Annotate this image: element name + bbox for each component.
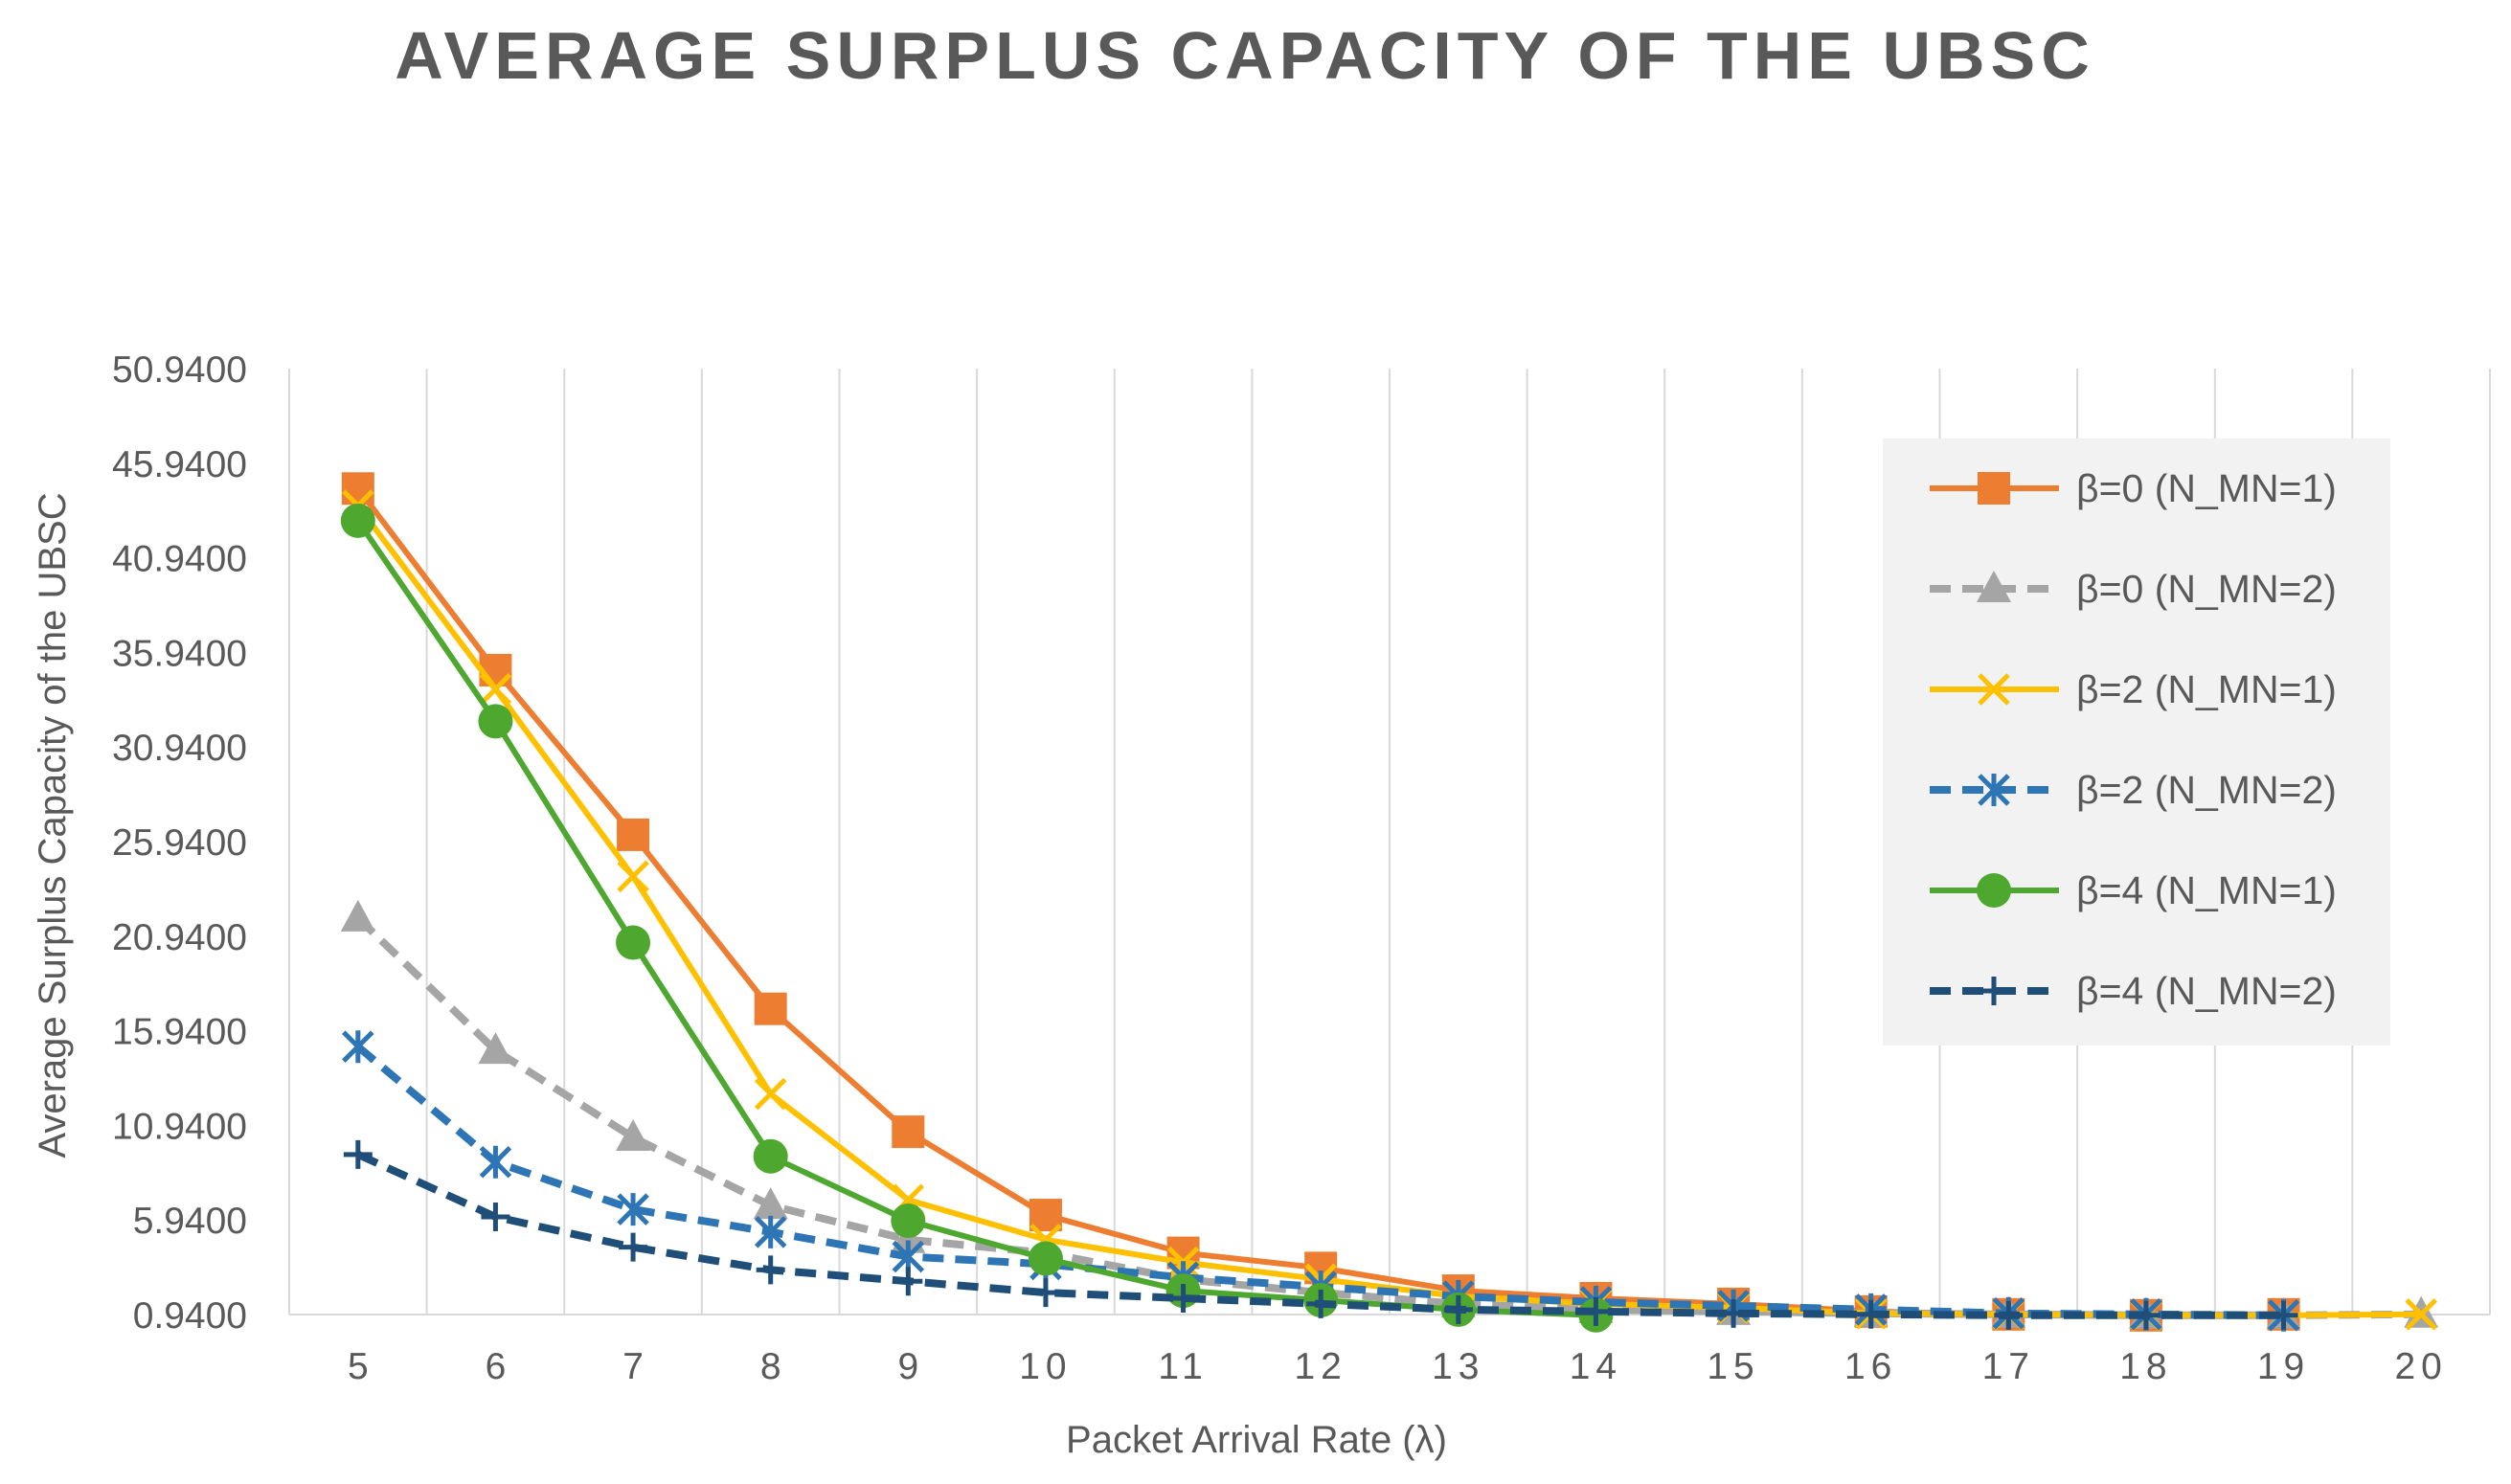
legend-item: β=0 (N_MN=2) bbox=[1930, 567, 2337, 611]
y-tick-label: 25.9400 bbox=[112, 822, 247, 864]
y-axis-label: Average Surplus Capacity of the UBSC bbox=[32, 492, 74, 1158]
legend-item: β=2 (N_MN=1) bbox=[1930, 667, 2337, 711]
legend-label: β=2 (N_MN=1) bbox=[2076, 667, 2337, 711]
y-tick-label: 5.9400 bbox=[133, 1201, 247, 1242]
y-tick-label: 20.9400 bbox=[112, 917, 247, 958]
x-tick-label: 14 bbox=[1570, 1346, 1622, 1387]
x-tick-label: 10 bbox=[1019, 1346, 1072, 1387]
data-point bbox=[2405, 1298, 2437, 1331]
legend-item: β=2 (N_MN=2) bbox=[1930, 768, 2337, 812]
data-point bbox=[342, 1030, 374, 1064]
y-tick-label: 40.9400 bbox=[112, 539, 247, 580]
x-tick-label: 19 bbox=[2257, 1346, 2310, 1387]
data-point bbox=[754, 1215, 787, 1248]
x-tick-label: 15 bbox=[1707, 1346, 1759, 1387]
series-line bbox=[355, 914, 2422, 1319]
y-tick-label: 30.9400 bbox=[112, 728, 247, 769]
x-tick-label: 20 bbox=[2394, 1346, 2447, 1387]
legend-items: β=0 (N_MN=1) β=0 (N_MN=2) β=2 (N_MN=1) β=2 … bbox=[1930, 466, 2337, 1013]
legend-label: β=0 (N_MN=1) bbox=[2076, 466, 2337, 510]
data-point bbox=[341, 472, 374, 506]
x-axis-ticks: 5 6 7 8 9 10 11 12 13 14 15 16 17 18 19 20 bbox=[348, 1346, 2447, 1387]
data-point bbox=[894, 1267, 923, 1296]
data-point bbox=[1168, 1284, 1198, 1314]
legend-label: β=4 (N_MN=2) bbox=[2076, 969, 2337, 1013]
data-point bbox=[1306, 1289, 1336, 1318]
data-point bbox=[753, 1187, 788, 1220]
legend-background bbox=[1883, 438, 2390, 1046]
legend-marker bbox=[1978, 673, 2010, 706]
x-tick-label: 17 bbox=[1982, 1346, 2035, 1387]
data-point bbox=[616, 925, 651, 960]
data-point bbox=[479, 1145, 512, 1179]
data-point bbox=[617, 860, 649, 893]
y-tick-label: 15.9400 bbox=[112, 1012, 247, 1053]
legend-marker bbox=[1977, 571, 2011, 602]
x-tick-label: 7 bbox=[622, 1346, 644, 1387]
legend-item: β=4 (N_MN=2) bbox=[1930, 969, 2337, 1013]
data-point bbox=[754, 992, 787, 1025]
data-point bbox=[479, 672, 512, 706]
y-tick-label: 50.9400 bbox=[112, 349, 247, 391]
data-point bbox=[1581, 1296, 1611, 1326]
y-tick-label: 45.9400 bbox=[112, 444, 247, 485]
data-point bbox=[340, 503, 375, 538]
legend-marker bbox=[1977, 873, 2011, 908]
x-tick-label: 6 bbox=[486, 1346, 507, 1387]
x-tick-label: 13 bbox=[1432, 1346, 1484, 1387]
data-point bbox=[478, 1032, 513, 1065]
y-tick-label: 0.9400 bbox=[133, 1295, 247, 1337]
data-point bbox=[1443, 1294, 1473, 1324]
x-tick-label: 16 bbox=[1844, 1346, 1897, 1387]
data-point bbox=[1994, 1300, 2024, 1330]
data-point bbox=[340, 899, 375, 932]
series-6 bbox=[343, 1139, 2298, 1330]
y-tick-label: 35.9400 bbox=[112, 633, 247, 674]
data-point bbox=[617, 1193, 649, 1226]
data-point bbox=[1028, 1241, 1063, 1276]
x-tick-label: 9 bbox=[897, 1346, 918, 1387]
legend-marker bbox=[1979, 977, 2008, 1005]
x-tick-label: 8 bbox=[760, 1346, 781, 1387]
data-point bbox=[616, 1119, 651, 1152]
legend-label: β=2 (N_MN=2) bbox=[2076, 768, 2337, 812]
data-point bbox=[1030, 1278, 1060, 1308]
data-point bbox=[891, 1203, 926, 1238]
legend-marker bbox=[1978, 472, 2010, 505]
legend-item: β=0 (N_MN=1) bbox=[1930, 466, 2337, 510]
x-tick-label: 11 bbox=[1158, 1346, 1209, 1387]
y-tick-label: 10.9400 bbox=[112, 1106, 247, 1147]
x-axis-label: Packet Arrival Rate (λ) bbox=[1066, 1419, 1447, 1461]
data-point bbox=[343, 1139, 373, 1169]
data-point bbox=[1856, 1299, 1886, 1329]
data-point bbox=[619, 1232, 648, 1262]
data-point bbox=[2131, 1300, 2160, 1330]
data-point bbox=[754, 1077, 787, 1111]
legend-marker bbox=[1978, 774, 2010, 806]
data-point bbox=[1719, 1298, 1749, 1328]
legend-label: β=0 (N_MN=2) bbox=[2076, 567, 2337, 611]
data-point bbox=[481, 1203, 510, 1232]
x-tick-label: 5 bbox=[348, 1346, 369, 1387]
data-point bbox=[478, 704, 513, 739]
data-point bbox=[756, 1255, 785, 1285]
chart-title: AVERAGE SURPLUS CAPACITY OF THE UBSC bbox=[395, 18, 2095, 93]
data-point bbox=[753, 1138, 788, 1174]
data-point bbox=[892, 1115, 925, 1149]
y-axis-ticks: 0.9400 5.9400 10.9400 15.9400 20.9400 25.9400… bbox=[112, 349, 247, 1337]
legend: β=0 (N_MN=1) β=0 (N_MN=2) β=2 (N_MN=1) β=2 … bbox=[1883, 438, 2390, 1046]
data-point bbox=[617, 818, 650, 851]
legend-item: β=4 (N_MN=1) bbox=[1930, 868, 2337, 912]
data-point bbox=[2269, 1300, 2298, 1330]
x-tick-label: 18 bbox=[2119, 1346, 2172, 1387]
legend-label: β=4 (N_MN=1) bbox=[2076, 868, 2337, 912]
x-tick-label: 12 bbox=[1294, 1346, 1346, 1387]
series-group bbox=[340, 472, 2439, 1333]
